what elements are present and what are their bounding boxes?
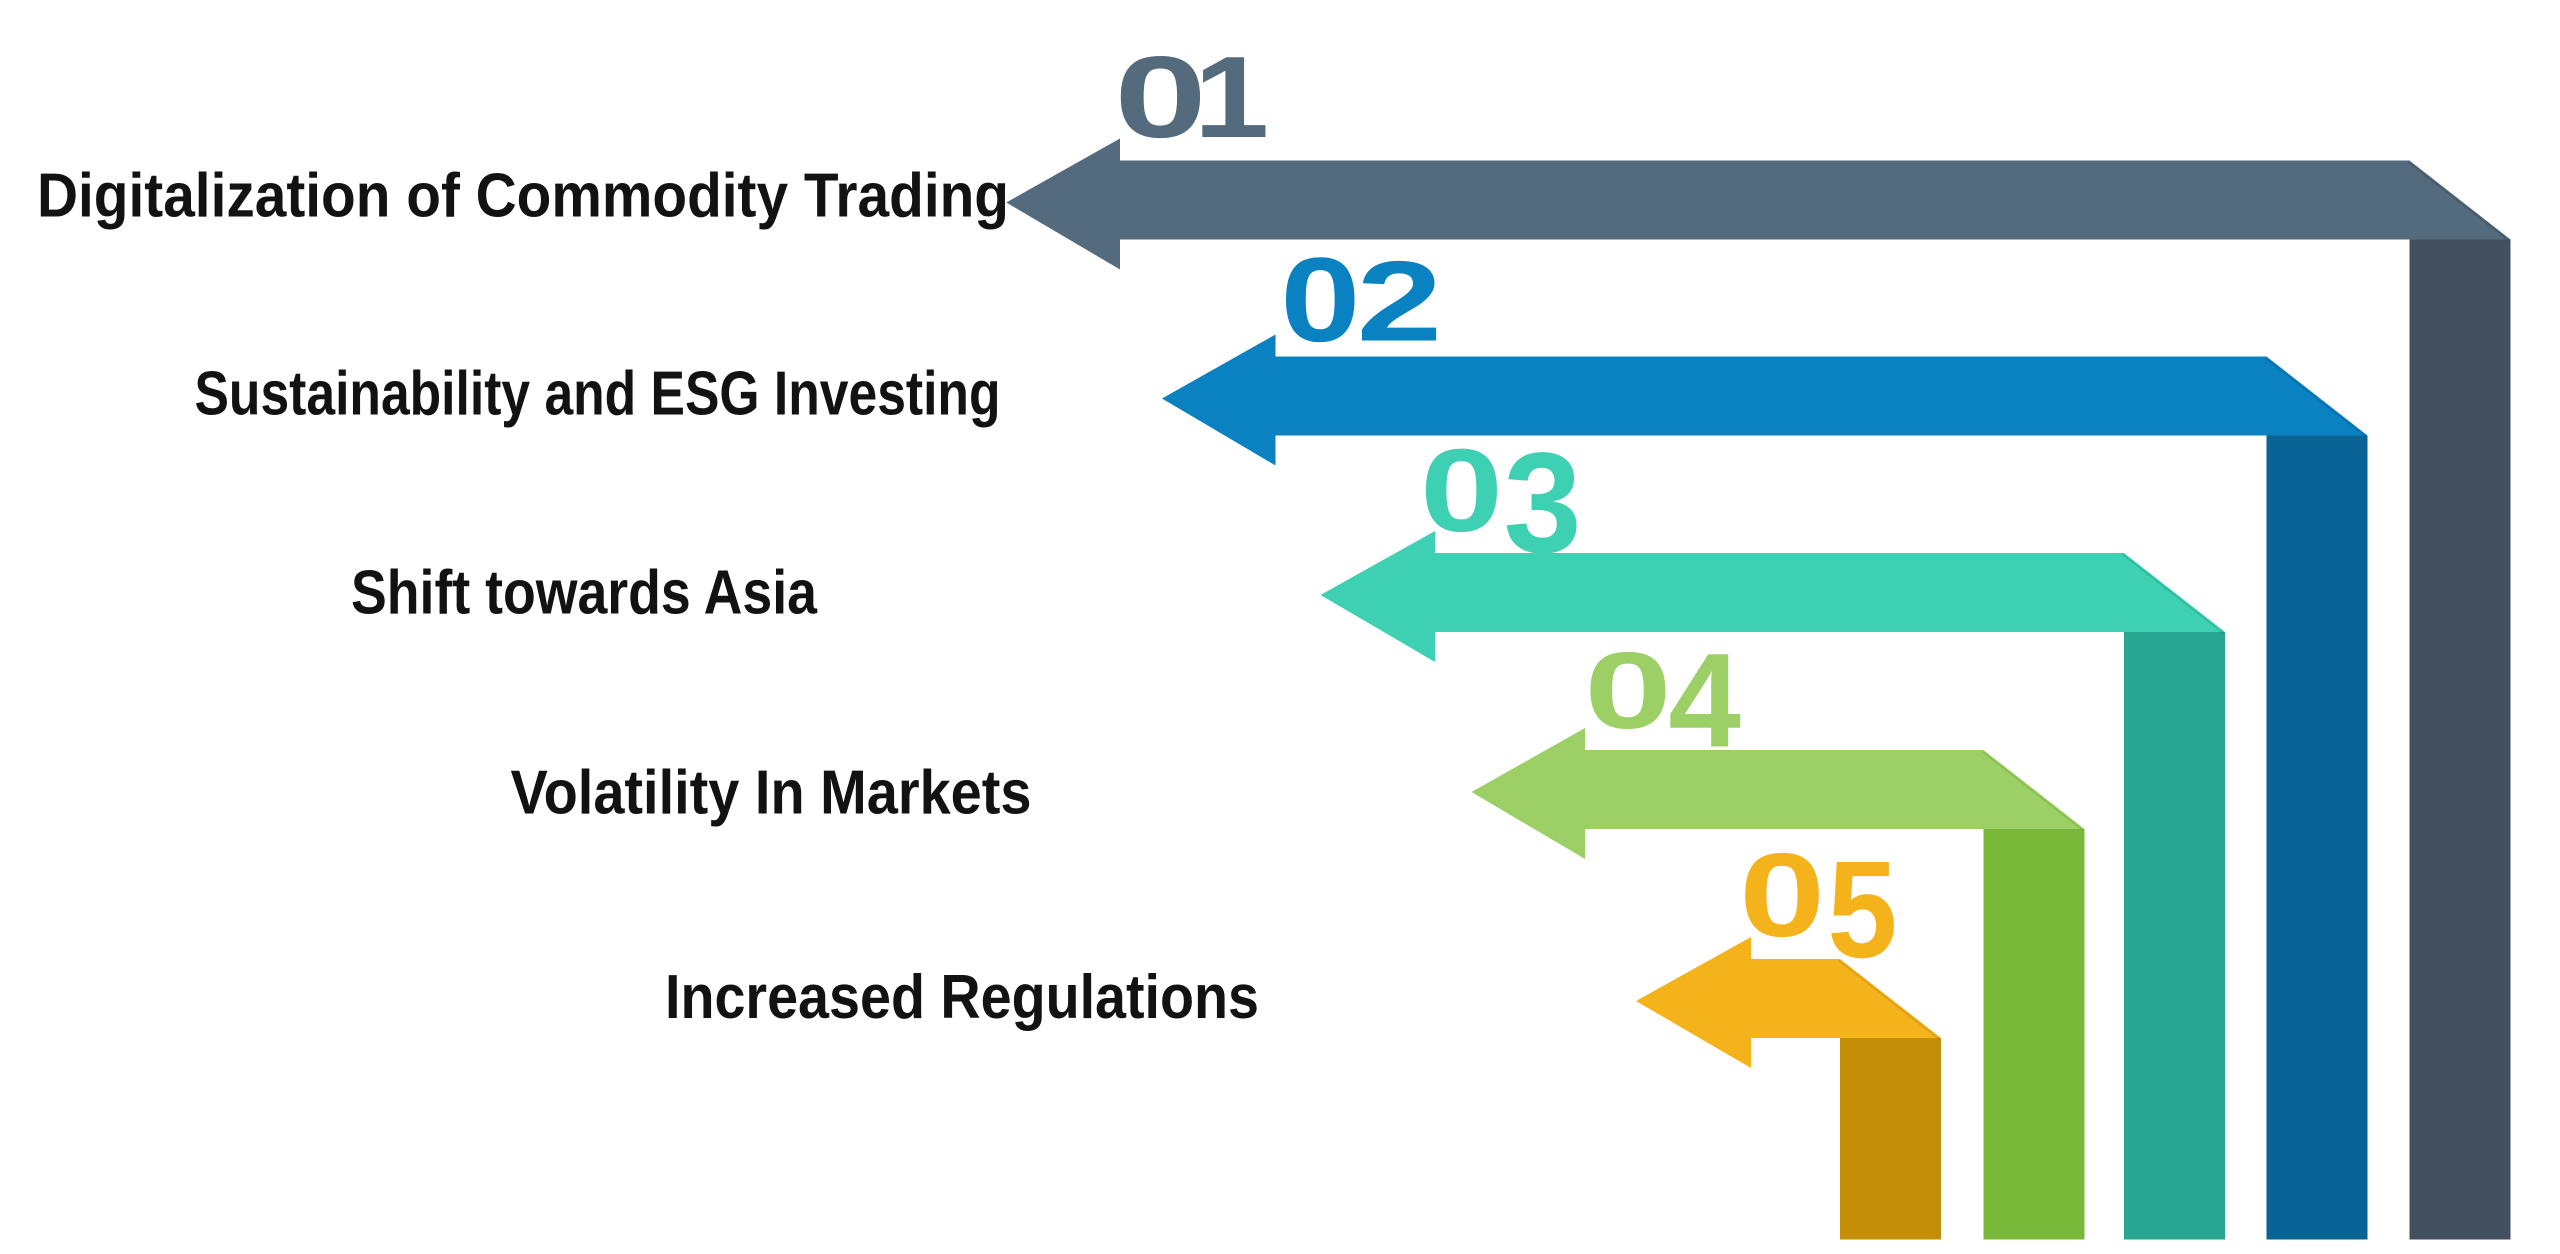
svg-text:0: 0 [1280, 233, 1360, 367]
svg-text:0: 0 [1739, 829, 1825, 962]
svg-text:0: 0 [1584, 630, 1672, 752]
svg-text:2: 2 [1357, 239, 1443, 366]
svg-text:Sustainability and ESG Investi: Sustainability and ESG Investing [195, 360, 1001, 429]
svg-text:4: 4 [1668, 627, 1741, 776]
svg-text:Increased Regulations: Increased Regulations [665, 963, 1259, 1032]
svg-text:0: 0 [1420, 425, 1503, 557]
svg-text:5: 5 [1827, 833, 1897, 987]
svg-text:Digitalization of Commodity Tr: Digitalization of Commodity Trading [37, 162, 1009, 231]
svg-text:3: 3 [1504, 424, 1582, 583]
svg-text:0: 0 [1114, 32, 1207, 162]
svg-text:Shift towards Asia: Shift towards Asia [351, 559, 817, 628]
svg-text:Volatility In Markets: Volatility In Markets [511, 759, 1032, 828]
svg-text:1: 1 [1194, 32, 1269, 162]
